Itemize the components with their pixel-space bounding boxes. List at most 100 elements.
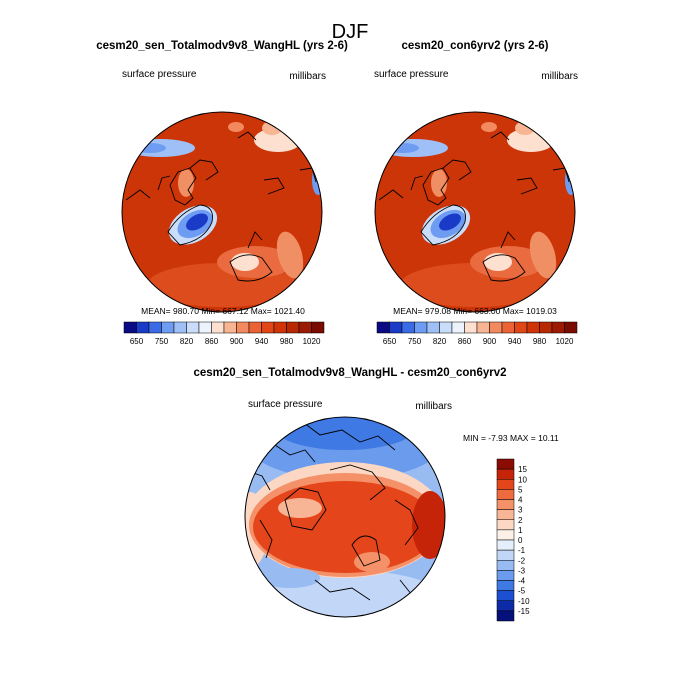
panel-diff-colorbar [496, 458, 515, 622]
panel-sen-colorbar-tick-label: 980 [280, 337, 294, 346]
panel-diff-colorbar-box [496, 560, 515, 571]
panel-con-colorbar-box [426, 321, 440, 334]
panel-diff-colorbar-tick-label: 1 [518, 526, 523, 535]
panel-con-colorbar-tick-label: 1020 [556, 337, 574, 346]
panel-diff-colorbar-tick-label: -15 [518, 607, 530, 616]
panel-diff-colorbar-tick-label: -1 [518, 546, 526, 555]
panel-sen-colorbar-tick-label: 940 [255, 337, 269, 346]
figure-title: DJF [332, 21, 369, 43]
panel-diff-colorbar-box [496, 539, 515, 551]
panel-con-colorbar-box [451, 321, 465, 334]
panel-con-colorbar-box [414, 321, 428, 334]
panel-sen-colorbar-box [311, 321, 325, 334]
panel-diff-colorbar-box [496, 610, 515, 622]
panel-sen-colorbar-box [273, 321, 287, 334]
panel-con-colorbar [376, 321, 578, 334]
panel-con-colorbar-box [376, 321, 390, 334]
panel-con-stats: MEAN= 979.08 Min= 663.00 Max= 1019.03 [393, 306, 557, 316]
panel-diff-colorbar-tick-label: -10 [518, 597, 530, 606]
panel-diff-colorbar-box [496, 468, 515, 480]
panel-con-colorbar-box [526, 321, 540, 334]
panel-sen-colorbar-box [298, 321, 312, 334]
panel-diff-stats: MIN = -7.93 MAX = 10.11 [463, 433, 559, 443]
panel-diff-colorbar-tick-label: 2 [518, 516, 523, 525]
panel-diff-colorbar-tick-label: 10 [518, 475, 527, 484]
panel-diff-colorbar-tick-label: -5 [518, 587, 526, 596]
panel-diff: cesm20_sen_Totalmodv9v8_WangHL - cesm20_… [194, 367, 559, 622]
panel-sen-colorbar-box [148, 321, 162, 334]
panel-diff-colorbar-box [496, 489, 515, 500]
panel-con-colorbar-box [514, 321, 528, 334]
panel-sen-colorbar [123, 321, 325, 334]
panel-con-colorbar-tick-label: 820 [433, 337, 447, 346]
panel-diff-colorbar-tick-label: 4 [518, 496, 523, 505]
panel-sen-colorbar-box [173, 321, 187, 334]
panel-con-colorbar-tick-label: 650 [383, 337, 397, 346]
panel-con-colorbar-box [564, 321, 578, 334]
panel-con-colorbar-box [489, 321, 503, 334]
panel-con-title: cesm20_con6yrv2 (yrs 2-6) [401, 40, 548, 52]
panel-diff-colorbar-box [496, 580, 515, 591]
panel-diff-colorbar-tick-label: 5 [518, 485, 523, 494]
panel-sen: cesm20_sen_Totalmodv9v8_WangHL (yrs 2-6)… [96, 40, 348, 346]
panel-sen-colorbar-box [123, 321, 137, 334]
panel-sen-colorbar-tick-label: 860 [205, 337, 219, 346]
panel-diff-colorbar-box [496, 600, 515, 612]
panel-con-colorbar-tick-label: 940 [508, 337, 522, 346]
panel-sen-colorbar-box [161, 321, 175, 334]
panel-sen-left-label: surface pressure [122, 69, 197, 80]
panel-sen-colorbar-box [211, 321, 225, 334]
panel-diff-colorbar-box [496, 479, 515, 490]
panel-diff-colorbar-box [496, 529, 515, 541]
panel-diff-colorbar-tick-label: -3 [518, 566, 526, 575]
panel-sen-stats: MEAN= 980.70 Min= 667.12 Max= 1021.40 [141, 306, 305, 316]
panel-con-colorbar-ticks: 650 750 820 860 900 940 980 1020 [383, 337, 574, 346]
panel-con-colorbar-box [464, 321, 478, 334]
panel-sen-colorbar-tick-label: 750 [155, 337, 169, 346]
panel-sen-colorbar-tick-label: 900 [230, 337, 244, 346]
panel-con-right-label: millibars [541, 71, 578, 82]
panel-con-colorbar-tick-label: 980 [533, 337, 547, 346]
panel-diff-colorbar-box [496, 549, 515, 561]
panel-con-colorbar-box [539, 321, 553, 334]
panel-diff-colorbar-box [496, 509, 515, 520]
panel-diff-colorbar-box [496, 570, 515, 581]
panel-con-left-label: surface pressure [374, 69, 449, 80]
panel-con-colorbar-box [401, 321, 415, 334]
panel-diff-title: cesm20_sen_Totalmodv9v8_WangHL - cesm20_… [194, 367, 507, 379]
panel-sen-title: cesm20_sen_Totalmodv9v8_WangHL (yrs 2-6) [96, 40, 348, 52]
panel-con-colorbar-box [551, 321, 565, 334]
panel-con-colorbar-box [501, 321, 515, 334]
panel-sen-colorbar-box [198, 321, 212, 334]
panel-diff-right-label: millibars [415, 401, 452, 412]
panel-sen-colorbar-box [223, 321, 237, 334]
panel-con-colorbar-tick-label: 750 [408, 337, 422, 346]
panel-con-colorbar-box [439, 321, 453, 334]
panel-sen-colorbar-box [261, 321, 275, 334]
panel-con-colorbar-tick-label: 900 [483, 337, 497, 346]
panel-con-colorbar-box [476, 321, 490, 334]
panel-sen-colorbar-box [186, 321, 200, 334]
panel-diff-colorbar-box [496, 590, 515, 601]
panel-diff-colorbar-tick-label: -4 [518, 577, 526, 586]
panel-diff-map [245, 417, 445, 617]
panel-sen-colorbar-tick-label: 820 [180, 337, 194, 346]
panel-sen-colorbar-tick-label: 650 [130, 337, 144, 346]
panel-sen-right-label: millibars [289, 71, 326, 82]
panel-sen-colorbar-box [248, 321, 262, 334]
panel-diff-left-label: surface pressure [248, 399, 323, 410]
panel-sen-colorbar-box [136, 321, 150, 334]
panel-sen-colorbar-box [236, 321, 250, 334]
panel-diff-colorbar-tick-label: -2 [518, 556, 526, 565]
panel-con: cesm20_con6yrv2 (yrs 2-6) surface pressu… [374, 40, 578, 346]
panel-diff-colorbar-tick-label: 0 [518, 536, 523, 545]
panel-con-map [375, 112, 575, 312]
panel-diff-colorbar-box [496, 458, 515, 470]
panel-diff-colorbar-tick-label: 15 [518, 465, 527, 474]
panel-diff-colorbar-tick-label: 3 [518, 506, 523, 515]
panel-sen-colorbar-ticks: 650 750 820 860 900 940 980 1020 [130, 337, 321, 346]
panel-con-colorbar-tick-label: 860 [458, 337, 472, 346]
panel-diff-colorbar-box [496, 519, 515, 531]
